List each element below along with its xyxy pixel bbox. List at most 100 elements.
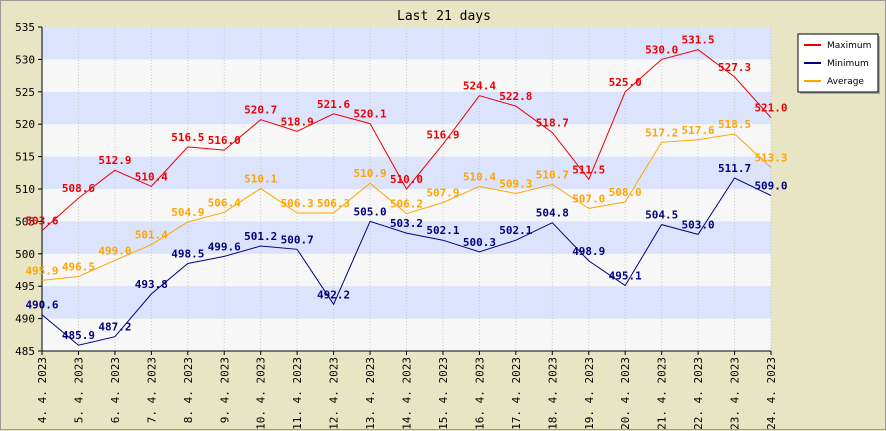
- data-label-average: 506.3: [281, 197, 314, 210]
- data-label-average: 496.5: [62, 260, 95, 273]
- y-tick-label: 530: [15, 53, 35, 66]
- axes: 485 490 495 500 505 510 515 520 525 530 535 4. 4. 2…: [15, 21, 778, 430]
- series-line-average: [41, 133, 772, 281]
- x-tick-label: 16. 4. 2023: [473, 357, 486, 430]
- x-tick-label: 11. 4. 2023: [291, 357, 304, 430]
- x-tick-label: 8. 4. 2023: [182, 357, 195, 423]
- data-label-minimum: 505.0: [353, 205, 386, 218]
- data-label-maximum: 510.4: [135, 170, 168, 183]
- series-line-minimum: [41, 177, 772, 346]
- data-label-minimum: 498.9: [572, 245, 605, 258]
- data-label-average: 517.2: [645, 126, 678, 139]
- data-label-average: 504.9: [171, 206, 204, 219]
- x-tick-label: 5. 4. 2023: [72, 357, 85, 423]
- data-label-average: 506.4: [208, 196, 241, 209]
- data-label-maximum: 503.6: [25, 214, 58, 227]
- data-label-minimum: 500.7: [281, 233, 314, 246]
- data-label-maximum: 521.0: [754, 102, 787, 115]
- x-tick-label: 18. 4. 2023: [546, 357, 559, 430]
- x-tick-label: 12. 4. 2023: [328, 357, 341, 430]
- y-tick-label: 495: [15, 280, 35, 293]
- x-tick-label: 15. 4. 2023: [437, 357, 450, 430]
- x-tick-label: 17. 4. 2023: [510, 357, 523, 430]
- data-label-maximum: 512.9: [98, 154, 131, 167]
- data-label-maximum: 511.5: [572, 163, 605, 176]
- data-label-minimum: 500.3: [463, 236, 496, 249]
- data-label-average: 507.9: [426, 187, 459, 200]
- data-label-maximum: 521.6: [317, 98, 350, 111]
- data-label-average: 506.2: [390, 198, 423, 211]
- data-label-maximum: 516.9: [426, 128, 459, 141]
- data-label-average: 517.6: [682, 124, 715, 137]
- data-label-average: 510.4: [463, 170, 496, 183]
- chart-title: Last 21 days: [397, 9, 491, 24]
- grid-bands: [41, 27, 772, 351]
- data-label-minimum: 498.5: [171, 248, 204, 261]
- data-label-average: 510.9: [353, 167, 386, 180]
- data-label-minimum: 495.1: [609, 270, 642, 283]
- y-tick-label: 485: [15, 345, 35, 358]
- data-label-average: 513.3: [754, 152, 787, 165]
- data-label-average: 507.0: [572, 192, 605, 205]
- x-tick-label: 20. 4. 2023: [619, 357, 632, 430]
- data-label-average: 518.5: [718, 118, 751, 131]
- data-label-minimum: 504.8: [536, 207, 569, 220]
- data-label-average: 495.9: [25, 264, 58, 277]
- data-label-maximum: 516.5: [171, 131, 204, 144]
- data-label-minimum: 503.0: [682, 218, 715, 231]
- data-label-minimum: 504.5: [645, 209, 678, 222]
- series-line-maximum: [41, 49, 772, 231]
- data-label-average: 510.7: [536, 168, 569, 181]
- x-tick-label: 13. 4. 2023: [364, 357, 377, 430]
- x-tick-label: 24. 4. 2023: [765, 357, 778, 430]
- data-label-maximum: 531.5: [682, 34, 715, 47]
- x-tick-label: 10. 4. 2023: [255, 357, 268, 430]
- data-label-minimum: 485.9: [62, 329, 95, 342]
- y-tick-label: 505: [15, 215, 35, 228]
- legend: Maximum Minimum Average: [797, 33, 880, 94]
- data-label-maximum: 525.0: [609, 76, 642, 89]
- data-label-minimum: 490.6: [25, 299, 58, 312]
- data-label-maximum: 520.1: [353, 108, 386, 121]
- data-label-maximum: 524.4: [463, 80, 496, 93]
- data-label-minimum: 499.6: [208, 240, 241, 253]
- data-label-maximum: 522.8: [499, 90, 532, 103]
- data-label-minimum: 492.2: [317, 288, 350, 301]
- data-label-maximum: 527.3: [718, 61, 751, 74]
- y-tick-label: 520: [15, 118, 35, 131]
- data-label-minimum: 509.0: [754, 179, 787, 192]
- data-label-minimum: 487.2: [98, 321, 131, 334]
- legend-label-maximum: Maximum: [827, 41, 871, 51]
- data-label-maximum: 520.7: [244, 104, 277, 117]
- data-label-average: 506.3: [317, 197, 350, 210]
- data-label-minimum: 501.2: [244, 230, 277, 243]
- x-tick-label: 14. 4. 2023: [401, 357, 414, 430]
- x-tick-label: 21. 4. 2023: [656, 357, 669, 430]
- x-tick-label: 6. 4. 2023: [109, 357, 122, 423]
- series-lines: [41, 49, 772, 346]
- legend-label-average: Average: [827, 77, 864, 87]
- legend-label-minimum: Minimum: [827, 59, 869, 69]
- x-tick-label: 23. 4. 2023: [729, 357, 742, 430]
- data-label-maximum: 510.0: [390, 173, 423, 186]
- data-label-maximum: 518.7: [536, 117, 569, 130]
- x-tick-label: 7. 4. 2023: [145, 357, 158, 423]
- data-label-minimum: 493.8: [135, 278, 168, 291]
- y-tick-label: 525: [15, 86, 35, 99]
- data-label-minimum: 503.2: [390, 217, 423, 230]
- data-label-maximum: 516.0: [208, 134, 241, 147]
- y-tick-label: 500: [15, 248, 35, 261]
- y-tick-label: 535: [15, 21, 35, 34]
- y-tick-label: 515: [15, 151, 35, 164]
- x-tick-label: 4. 4. 2023: [36, 357, 49, 423]
- data-labels: 503.6 508.6 512.9 510.4 516.5 516.0 520.7 518.9…: [25, 34, 787, 342]
- y-tick-label: 510: [15, 183, 35, 196]
- data-label-minimum: 502.1: [499, 224, 532, 237]
- data-label-average: 501.4: [135, 229, 168, 242]
- data-label-average: 509.3: [499, 178, 532, 191]
- y-tick-label: 490: [15, 313, 35, 326]
- data-label-minimum: 502.1: [426, 224, 459, 237]
- data-label-maximum: 508.6: [62, 182, 95, 195]
